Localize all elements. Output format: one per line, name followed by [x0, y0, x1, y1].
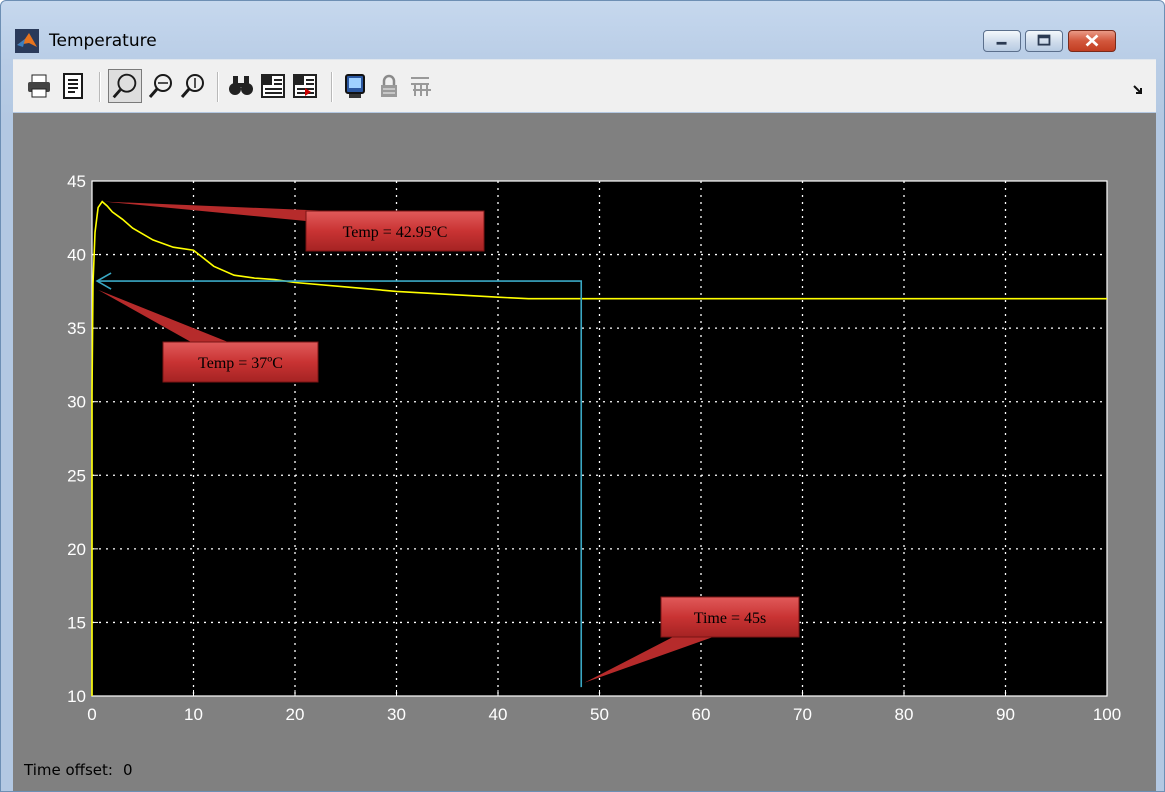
y-tick-label: 10: [67, 687, 86, 706]
toolbar-overflow-icon[interactable]: [1132, 84, 1144, 96]
window-title: Temperature: [49, 31, 157, 51]
maximize-button[interactable]: [1025, 30, 1063, 52]
callout-pointer: [98, 289, 228, 342]
restore-axes-icon[interactable]: [291, 72, 319, 100]
close-icon: [1085, 34, 1099, 47]
scope-display: 0 10 20 30 40 50 60 70 80 90 100 10 15 20 25 30 35 40 45 Te…: [13, 113, 1156, 792]
signal-selection-icon[interactable]: [407, 72, 435, 100]
maximize-icon: [1037, 34, 1051, 46]
y-tick-label: 15: [67, 613, 86, 632]
minimize-button[interactable]: [983, 30, 1021, 52]
callout-box: [305, 210, 485, 252]
x-tick-label: 80: [895, 705, 914, 724]
x-tick-label: 20: [286, 705, 305, 724]
x-tick-label: 10: [184, 705, 203, 724]
callout-pointer: [104, 201, 332, 221]
marker-line: [97, 280, 583, 688]
x-tick-label: 0: [87, 705, 96, 724]
time-offset-status: Time offset: 0: [24, 761, 133, 779]
x-tick-label: 50: [590, 705, 609, 724]
series-line: [91, 200, 1107, 696]
floating-scope-icon[interactable]: [341, 72, 369, 100]
callout-label: Temp = 42.95ºC: [343, 224, 448, 241]
callout-pointer: [584, 637, 713, 683]
x-tick-label: 30: [387, 705, 406, 724]
callout-box: [660, 596, 800, 638]
parameters-icon[interactable]: [59, 72, 87, 100]
x-tick-label: 90: [996, 705, 1015, 724]
y-tick-label: 30: [67, 393, 86, 412]
zoom-x-icon[interactable]: [147, 72, 175, 100]
close-button[interactable]: [1068, 30, 1116, 52]
matlab-icon: [15, 29, 39, 53]
temperature-chart[interactable]: 0 10 20 30 40 50 60 70 80 90 1001015202530354045Te…: [13, 113, 1156, 792]
x-tick-label: 60: [692, 705, 711, 724]
title-bar[interactable]: Temperature: [1, 1, 1164, 55]
callout-box: [162, 341, 319, 383]
callout-label: Temp = 37ºC: [198, 355, 283, 372]
print-icon[interactable]: [25, 72, 53, 100]
x-tick-label: 100: [1093, 705, 1121, 724]
time-offset-label: Time offset:: [24, 761, 113, 779]
y-tick-label: 20: [67, 540, 86, 559]
autoscale-icon[interactable]: [227, 72, 255, 100]
callout-label: Time = 45s: [694, 610, 766, 627]
y-tick-label: 25: [67, 466, 86, 485]
save-axes-icon[interactable]: [259, 72, 287, 100]
lock-axes-icon[interactable]: [375, 72, 403, 100]
zoom-y-icon[interactable]: [179, 72, 207, 100]
time-offset-value: 0: [122, 761, 133, 779]
y-tick-label: 40: [67, 246, 86, 265]
x-tick-label: 70: [793, 705, 812, 724]
x-tick-label: 40: [489, 705, 508, 724]
toolbar: [13, 59, 1156, 112]
y-tick-label: 35: [67, 319, 86, 338]
marker-arrowhead: [95, 272, 112, 290]
zoom-icon[interactable]: [108, 69, 142, 103]
y-tick-label: 45: [67, 172, 86, 191]
minimize-icon: [996, 41, 1007, 45]
